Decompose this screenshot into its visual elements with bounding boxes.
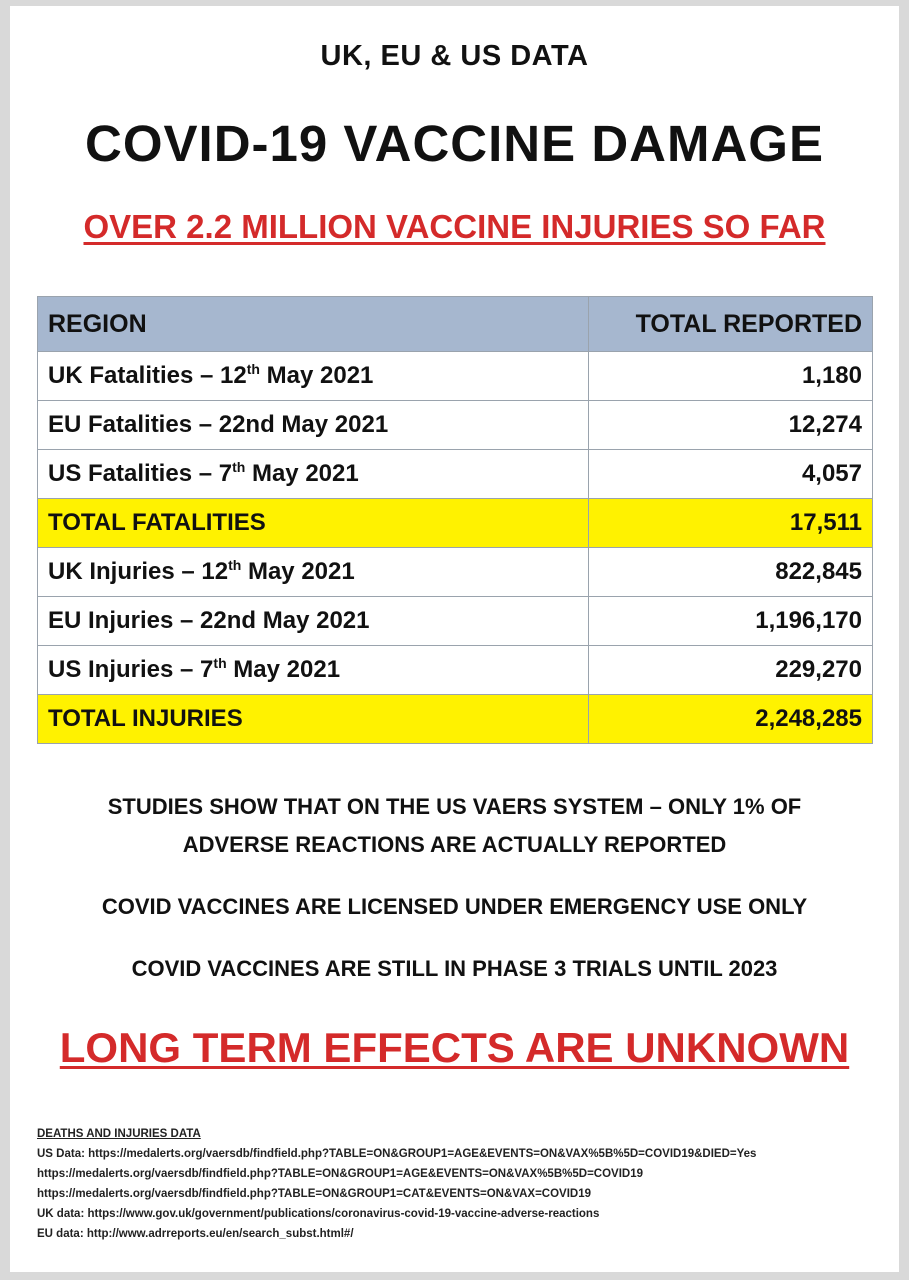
headline-claim: OVER 2.2 MILLION VACCINE INJURIES SO FAR [83, 208, 826, 245]
row-total: 17,511 [588, 498, 873, 548]
row-total: 2,248,285 [588, 694, 873, 744]
document-sheet: UK, EU & US DATA COVID-19 VACCINE DAMAGE… [10, 6, 899, 1272]
sources-heading: DEATHS AND INJURIES DATA [37, 1128, 201, 1140]
row-region: EU Fatalities – 22nd May 2021 [37, 400, 589, 450]
emergency-use-note: COVID VACCINES ARE LICENSED UNDER EMERGE… [101, 894, 808, 919]
vaers-note-line1: STUDIES SHOW THAT ON THE US VAERS SYSTEM… [107, 794, 802, 819]
source-line: https://medalerts.org/vaersdb/findfield.… [37, 1168, 643, 1180]
row-region: UK Injuries – 12th May 2021 [37, 547, 589, 597]
table-row: UK Fatalities – 12th May 2021 1,180 [37, 351, 873, 401]
row-total: 822,845 [588, 547, 873, 597]
row-total: 12,274 [588, 400, 873, 450]
table-row: UK Injuries – 12th May 2021 822,845 [37, 547, 873, 597]
document-title: COVID-19 VACCINE DAMAGE [85, 115, 824, 172]
warning-banner: LONG TERM EFFECTS ARE UNKNOWN [59, 1024, 850, 1071]
source-line: EU data: http://www.adrreports.eu/en/sea… [37, 1228, 354, 1240]
row-region: TOTAL INJURIES [37, 694, 589, 744]
row-total: 4,057 [588, 449, 873, 499]
vaers-note: STUDIES SHOW THAT ON THE US VAERS SYSTEM… [10, 788, 899, 864]
total-fatalities-row: TOTAL FATALITIES 17,511 [37, 498, 873, 548]
table-row: EU Injuries – 22nd May 2021 1,196,170 [37, 596, 873, 646]
trials-note: COVID VACCINES ARE STILL IN PHASE 3 TRIA… [131, 956, 778, 981]
row-region: TOTAL FATALITIES [37, 498, 589, 548]
source-line: US Data: https://medalerts.org/vaersdb/f… [37, 1148, 757, 1160]
source-line: https://medalerts.org/vaersdb/findfield.… [37, 1188, 591, 1200]
document-subtitle: UK, EU & US DATA [320, 40, 589, 72]
table-row: US Fatalities – 7th May 2021 4,057 [37, 449, 873, 499]
total-injuries-row: TOTAL INJURIES 2,248,285 [37, 694, 873, 744]
row-total: 1,196,170 [588, 596, 873, 646]
table-row: EU Fatalities – 22nd May 2021 12,274 [37, 400, 873, 450]
row-region: US Injuries – 7th May 2021 [37, 645, 589, 695]
vaers-note-line2: ADVERSE REACTIONS ARE ACTUALLY REPORTED [182, 832, 727, 857]
header-total-reported: TOTAL REPORTED [588, 296, 873, 352]
table-row: US Injuries – 7th May 2021 229,270 [37, 645, 873, 695]
row-region: UK Fatalities – 12th May 2021 [37, 351, 589, 401]
table-header-row: REGION TOTAL REPORTED [37, 296, 873, 352]
header-region: REGION [37, 296, 589, 352]
source-line: UK data: https://www.gov.uk/government/p… [37, 1208, 600, 1220]
row-region: EU Injuries – 22nd May 2021 [37, 596, 589, 646]
data-table: REGION TOTAL REPORTED UK Fatalities – 12… [37, 296, 873, 744]
sources-block: DEATHS AND INJURIES DATA US Data: https:… [37, 1124, 756, 1244]
row-total: 1,180 [588, 351, 873, 401]
row-region: US Fatalities – 7th May 2021 [37, 449, 589, 499]
row-total: 229,270 [588, 645, 873, 695]
